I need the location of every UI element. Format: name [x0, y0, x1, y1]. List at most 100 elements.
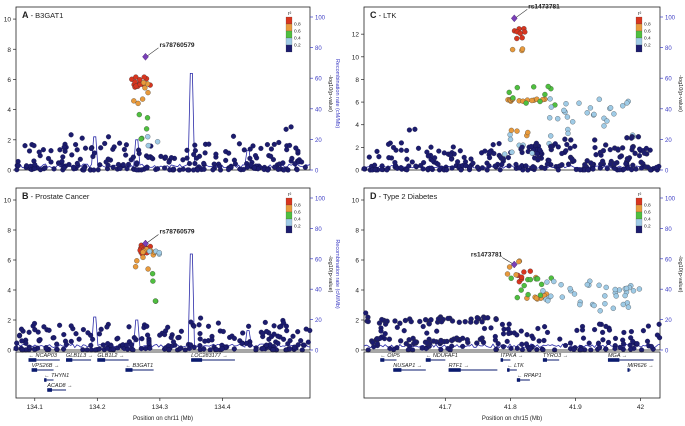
snp-point [195, 167, 201, 173]
snp-point [514, 35, 520, 42]
right-tick-label: 80 [315, 46, 322, 52]
snp-point [623, 285, 630, 292]
snp-point [487, 149, 493, 155]
snp-point [542, 324, 548, 330]
snp-point [36, 149, 42, 155]
snp-point [444, 167, 450, 173]
snp-point [48, 159, 54, 165]
snp-point [463, 163, 469, 169]
gene-label: ← RPAP1 [517, 373, 542, 379]
snp-point [417, 318, 423, 325]
snp-point [231, 346, 237, 352]
gene-label: GLB1L3 → [66, 353, 93, 359]
snp-point [88, 145, 94, 152]
snp-point [43, 345, 49, 351]
snp-point [450, 144, 456, 150]
snp-point [587, 105, 594, 111]
snp-point [184, 147, 190, 153]
snp-point [586, 340, 592, 346]
snp-point [643, 145, 649, 151]
snp-point [188, 342, 194, 348]
snp-point [73, 331, 79, 337]
snp-point [126, 324, 132, 330]
snp-point [88, 342, 94, 348]
snp-point [294, 167, 300, 173]
snp-point [612, 165, 618, 171]
gene-exon [393, 368, 402, 372]
snp-point [298, 338, 304, 344]
snp-point [615, 146, 621, 152]
snp-point [508, 127, 515, 134]
snp-point [612, 335, 619, 341]
snp-point [290, 333, 296, 339]
snp-point [591, 302, 597, 309]
snp-point [149, 271, 156, 277]
snp-point [372, 162, 378, 168]
snp-point [104, 345, 110, 351]
snp-point [632, 150, 638, 157]
legend-title: r² [288, 11, 292, 17]
snp-point [612, 286, 618, 293]
snp-point [292, 161, 298, 167]
y-tick-label: 6 [355, 258, 359, 265]
snp-point [154, 139, 161, 145]
snp-point [145, 332, 151, 338]
snp-point [482, 148, 488, 154]
legend-swatch [635, 218, 643, 227]
gene-label: ← NDUFAF1 [426, 353, 458, 359]
gene-exon [44, 378, 47, 382]
snp-point [68, 323, 74, 329]
snp-point [366, 154, 372, 160]
snp-point [14, 340, 20, 346]
snp-point [620, 301, 626, 308]
snp-point [563, 148, 569, 154]
snp-point [592, 145, 598, 151]
snp-point [596, 282, 602, 288]
snp-point [168, 335, 174, 341]
snp-point [435, 316, 442, 322]
snp-point [544, 329, 551, 335]
snp-point [409, 159, 415, 165]
snp-point [527, 345, 533, 351]
snp-point [579, 327, 586, 333]
snp-point [603, 346, 609, 352]
snp-point [262, 319, 268, 325]
snp-point [26, 344, 32, 350]
snp-point [260, 346, 266, 352]
snp-point [268, 153, 274, 159]
snp-point [557, 336, 563, 342]
snp-point [513, 161, 519, 167]
snp-point [584, 158, 590, 164]
snp-point [130, 347, 136, 353]
snp-point [105, 134, 112, 140]
snp-point [26, 148, 33, 154]
y-tick-label: 2 [355, 318, 359, 325]
snp-point [624, 156, 631, 162]
snp-point [408, 318, 414, 325]
gene-exon [542, 358, 547, 362]
snp-point [546, 157, 552, 163]
lead-snp-leader [147, 234, 159, 243]
snp-point [288, 124, 294, 130]
snp-point [291, 344, 298, 350]
snp-point [538, 281, 545, 288]
snp-point [604, 118, 610, 124]
snp-point [307, 327, 313, 334]
snp-point [518, 274, 525, 280]
snp-point [498, 155, 504, 161]
snp-point [226, 150, 232, 156]
right-tick-label: 100 [665, 16, 676, 22]
recombination-line [363, 164, 661, 169]
snp-point [302, 164, 308, 170]
snp-point [135, 100, 141, 107]
snp-point [535, 325, 541, 332]
snp-point [455, 159, 461, 165]
snp-point [32, 327, 38, 333]
snp-point [123, 342, 130, 348]
snp-point [456, 337, 463, 343]
snp-point [374, 148, 380, 154]
y-tick-label: 8 [355, 77, 359, 84]
x-tick-label: 41.7 [439, 404, 452, 411]
snp-point [110, 164, 116, 170]
